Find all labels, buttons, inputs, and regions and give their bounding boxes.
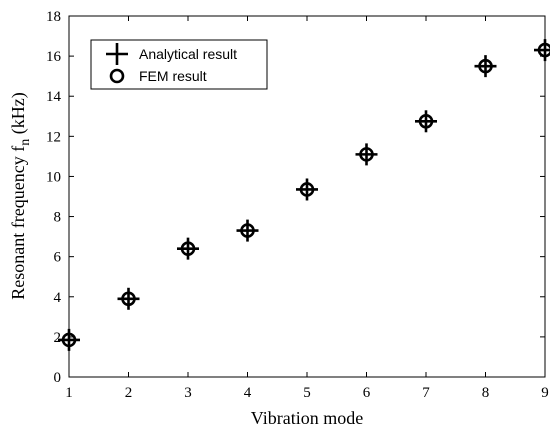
legend-items: Analytical result FEM result [106,43,237,84]
x-tick-label: 7 [422,385,430,401]
y-tick-label: 8 [54,210,62,226]
x-tick-label: 4 [244,385,252,401]
fem-point [537,42,550,58]
analytical-point [355,143,378,166]
y-tick-label: 18 [46,9,61,25]
y-tick-label: 16 [46,49,62,65]
legend-marker-circle [109,68,125,84]
y-tick-label: 4 [54,290,62,306]
x-tick-label: 8 [482,385,490,401]
x-tick-label: 1 [65,385,73,401]
x-tick-label: 6 [363,385,371,401]
fem-point [359,147,374,162]
fem-point [418,113,434,129]
y-axis-label-unit: (kHz) [8,92,29,138]
x-tick-label: 9 [541,385,549,401]
fem-point [240,223,255,238]
analytical-point [296,178,318,201]
y-tick-label: 0 [54,370,62,386]
y-tick-label: 10 [46,169,61,185]
analytical-point [534,39,550,62]
fem-point [61,332,77,348]
analytical-point [474,55,497,78]
legend-label: FEM result [139,68,207,84]
y-tick-label: 6 [54,250,62,266]
legend-marker-plus [106,43,128,65]
x-tick-label: 5 [303,385,311,401]
y-axis-label: Resonant frequency fn (kHz) [8,92,33,299]
fem-point [180,241,196,256]
analytical-point [415,110,437,133]
x-tick-label: 3 [184,385,192,401]
legend: Analytical result FEM result [90,39,268,90]
y-tick-label: 14 [46,89,62,105]
y-tick-label: 2 [54,330,62,346]
analytical-point [117,287,140,310]
data-marks [58,39,550,351]
fem-point [299,182,315,197]
x-axis-label: Vibration mode [251,408,363,428]
legend-label: Analytical result [139,46,237,62]
analytical-point [236,219,259,242]
fem-point [478,58,493,74]
analytical-point [177,237,199,260]
y-axis-label-subscript: n [18,139,33,146]
x-tick-label: 2 [125,385,133,401]
fem-point [121,291,136,307]
y-axis-label-main: Resonant frequency f [8,146,28,300]
y-tick-label: 12 [46,129,61,145]
analytical-point [58,328,80,351]
